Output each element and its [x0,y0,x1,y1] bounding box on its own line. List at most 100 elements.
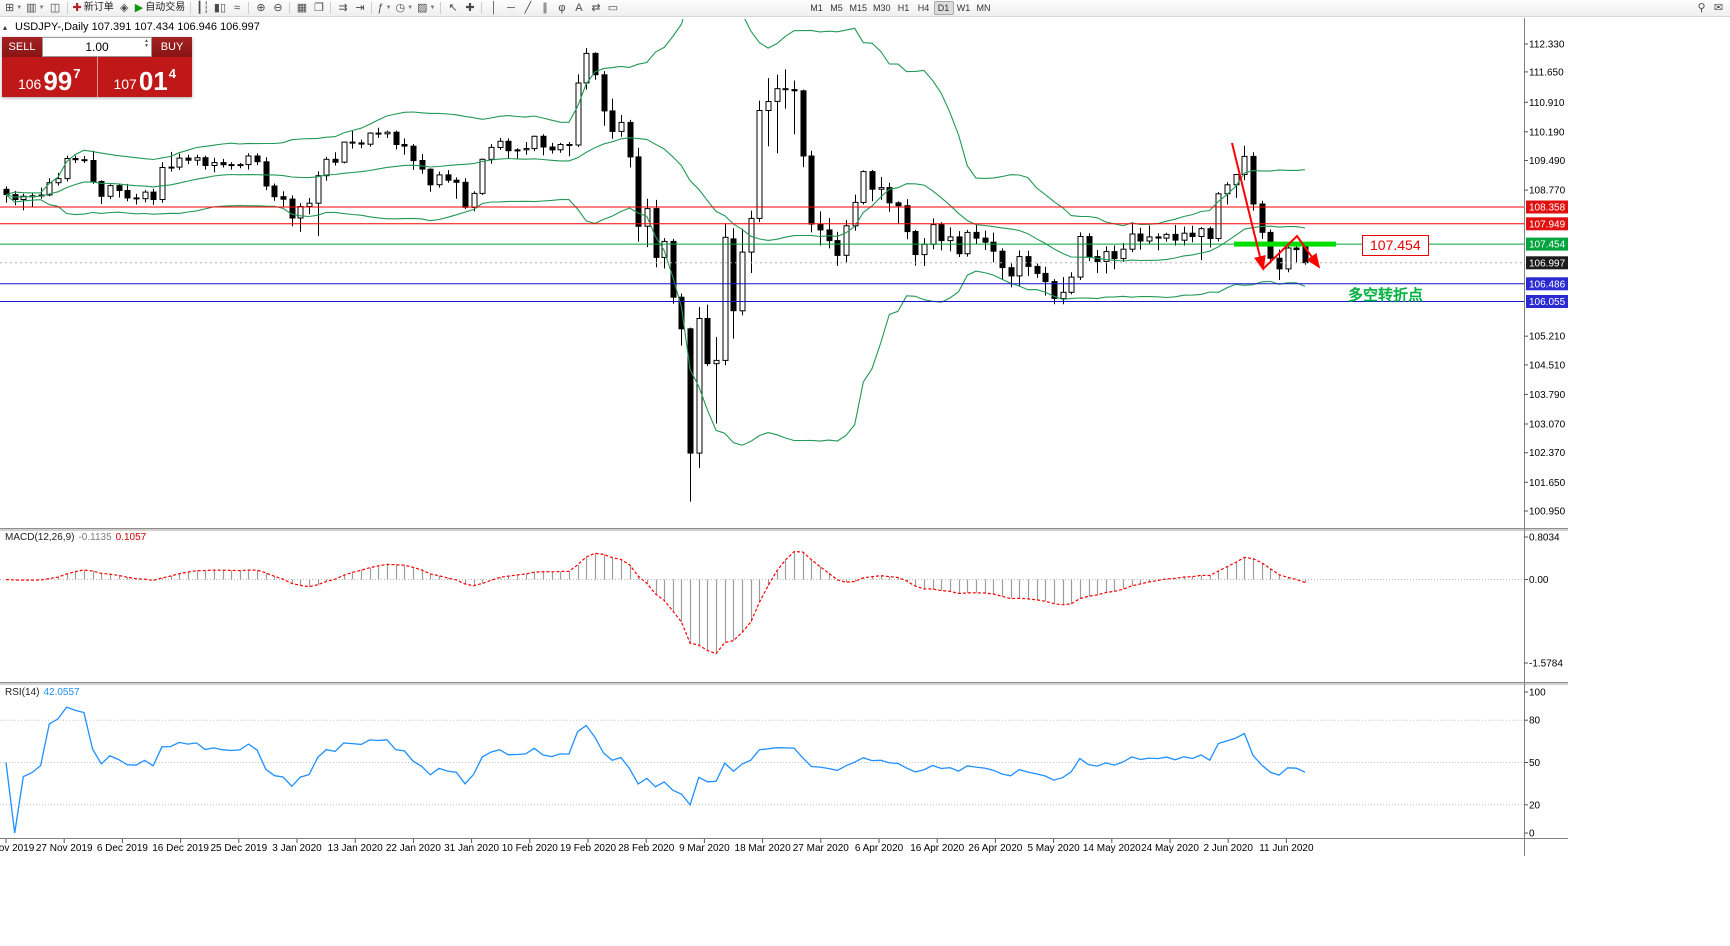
chevron-down-icon: ▼ [38,5,45,11]
zoom-in-button[interactable]: ⊕ [252,1,269,16]
autotrading-icon: ▶ [134,1,144,14]
svg-text:5 May 2020: 5 May 2020 [1027,843,1080,854]
buy-button[interactable]: BUY [152,37,192,57]
macd-value-1: -0.1135 [78,532,112,543]
svg-text:27 Nov 2019: 27 Nov 2019 [36,843,93,854]
channel-icon: ∥ [542,1,548,14]
candlesticks [3,48,1309,502]
ask-main: 107 [113,75,137,92]
arrows-icon: ⇄ [591,1,601,14]
shapes-icon: ▭ [607,1,619,14]
trendline-button[interactable]: ╱ [519,1,536,16]
bar-chart-button[interactable]: ┃┆ [194,1,211,16]
candlestick-chart-button[interactable]: ▮▯ [211,1,228,16]
horizontal-line-objects[interactable] [0,206,1524,302]
timeframe-h4[interactable]: H4 [914,1,934,15]
bar-chart-icon: ┃┆ [196,1,210,14]
auto-scroll-button[interactable]: ⇉ [334,1,351,16]
vertical-line-button[interactable]: │ [485,1,502,16]
chart-shift-icon: ⇥ [355,1,365,14]
spinner-up-icon[interactable]: ▲ [144,38,149,44]
one-click-toggle-icon[interactable]: ▴ [3,23,8,32]
chart-shift-button[interactable]: ⇥ [351,1,368,16]
trend-arrow-objects[interactable] [1231,142,1321,271]
chevron-down-icon: ▼ [407,5,414,11]
new-order-label: 新订单 [83,2,114,13]
arrows-button[interactable]: ⇄ [587,1,604,16]
svg-text:104.510: 104.510 [1529,360,1566,371]
toolbar: ⊞ ▼ ▥ ▼ ◫ ✚ 新订单 ◈ ▶ 自动交易 ┃┆ ▮▯ ≈ ⊕ ⊖ ▦ ❐ ⇉ ⇥ ƒ ▼ ◷ ▼ ▨ ▼ ↖ ✚ │ ─ ╱ ∥ φ A… [0,0,1730,17]
turning-point-note[interactable]: 多空转折点 [1348,287,1424,304]
svg-text:26 Apr 2020: 26 Apr 2020 [968,843,1022,854]
bid-price[interactable]: 106 99 7 [2,57,98,97]
autotrading-label: 自动交易 [145,2,186,13]
timeframe-m5[interactable]: M5 [826,1,846,15]
text-button[interactable]: A [570,1,587,16]
svg-text:110.190: 110.190 [1529,127,1565,138]
cascade-windows-button[interactable]: ❐ [310,1,327,16]
spinner-down-icon[interactable]: ▼ [144,43,149,49]
crosshair-button[interactable]: ✚ [461,1,478,16]
metaeditor-button[interactable]: ◈ [116,1,133,16]
price-annotation-label[interactable]: 107.454 [1362,235,1429,256]
zoom-out-button[interactable]: ⊖ [269,1,286,16]
sell-button[interactable]: SELL [2,37,42,57]
svg-text:101.650: 101.650 [1529,478,1566,489]
shapes-button[interactable]: ▭ [604,1,621,16]
bollinger-bands [5,19,1306,446]
tile-windows-button[interactable]: ▦ [293,1,310,16]
svg-text:100.950: 100.950 [1529,507,1566,518]
svg-text:27 Mar 2020: 27 Mar 2020 [793,843,850,854]
svg-text:103.790: 103.790 [1529,390,1566,401]
toolbar-separator [248,2,250,14]
bid-main: 106 [17,75,42,92]
terminal-icon: ◫ [49,1,61,14]
macd-name: MACD(12,26,9) [5,532,75,543]
timeframe-m30[interactable]: M30 [870,1,894,15]
ask-point: 4 [168,66,176,81]
timeframe-mn[interactable]: MN [974,1,994,15]
channel-button[interactable]: ∥ [536,1,553,16]
zoom-in-icon: ⊕ [256,1,266,14]
rsi-indicator-label: RSI(14) 42.0557 [5,687,80,698]
indicators-button[interactable]: ƒ ▼ [375,1,393,16]
horizontal-line-button[interactable]: ─ [502,1,519,16]
rsi-value: 42.0557 [43,687,80,698]
terminal-button[interactable]: ◫ [47,1,64,16]
timeframe-d1[interactable]: D1 [933,1,954,15]
timeframe-h1[interactable]: H1 [894,1,914,15]
toolbar-right-group: ⚲ ✉ [1693,1,1727,16]
svg-text:13 Jan 2020: 13 Jan 2020 [328,843,383,854]
volume-spinner[interactable]: ▲ ▼ [144,39,149,49]
new-chart-button[interactable]: ⊞ ▼ [3,1,24,16]
fibonacci-button[interactable]: φ [553,1,570,16]
line-chart-button[interactable]: ≈ [228,1,245,16]
svg-text:18 Mar 2020: 18 Mar 2020 [735,843,792,854]
toolbar-separator [481,2,483,14]
autotrading-button[interactable]: ▶ 自动交易 [133,1,187,16]
periods-button[interactable]: ◷ ▼ [394,1,416,16]
cascade-windows-icon: ❐ [314,1,324,14]
timeframe-w1[interactable]: W1 [954,1,974,15]
candlestick-chart-icon: ▮▯ [213,1,227,14]
toolbar-separator [371,2,373,14]
timeframe-m15[interactable]: M15 [846,1,870,15]
ask-price[interactable]: 107 01 4 [98,57,193,97]
svg-text:11 Jun 2020: 11 Jun 2020 [1259,843,1314,854]
new-order-button[interactable]: ✚ 新订单 [71,1,116,16]
chevron-down-icon: ▼ [385,5,392,11]
support-zone-object[interactable] [1234,241,1336,247]
timeframe-m1[interactable]: M1 [806,1,826,15]
indicators-icon: ƒ [377,1,384,14]
cursor-button[interactable]: ↖ [444,1,461,16]
search-button[interactable]: ⚲ [1693,1,1710,16]
price-axis[interactable]: 112.330 111.650 110.910 110.190 109.490 108.7… [1524,40,1566,518]
templates-button[interactable]: ▨ ▼ [415,1,437,16]
notifications-button[interactable]: ✉ [1710,1,1727,16]
toolbar-separator [66,2,68,14]
volume-input[interactable]: 1.00 ▲ ▼ [42,37,152,57]
panel-dividers[interactable] [0,18,1568,856]
profiles-button[interactable]: ▥ ▼ [24,1,46,16]
